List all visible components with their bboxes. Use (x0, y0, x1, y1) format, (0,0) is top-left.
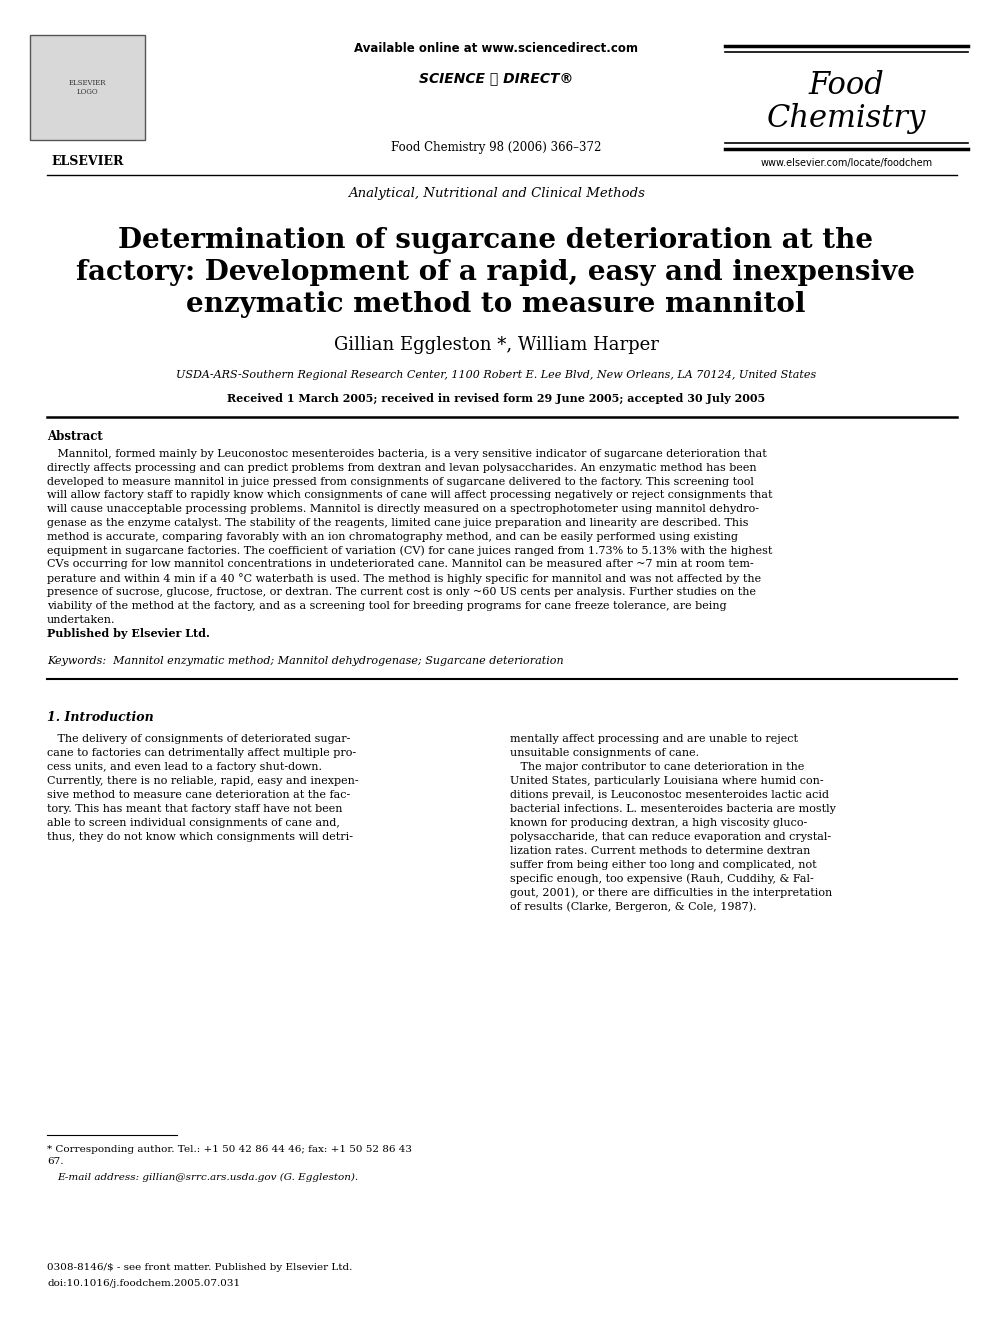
Text: 0308-8146/$ - see front matter. Published by Elsevier Ltd.: 0308-8146/$ - see front matter. Publishe… (47, 1263, 352, 1273)
Text: polysaccharide, that can reduce evaporation and crystal-: polysaccharide, that can reduce evaporat… (510, 832, 831, 843)
Text: enzymatic method to measure mannitol: enzymatic method to measure mannitol (186, 291, 806, 318)
Text: thus, they do not know which consignments will detri-: thus, they do not know which consignment… (47, 832, 353, 843)
Text: sive method to measure cane deterioration at the fac-: sive method to measure cane deterioratio… (47, 790, 350, 800)
Text: Food: Food (808, 70, 885, 101)
Text: The major contributor to cane deterioration in the: The major contributor to cane deteriorat… (510, 762, 805, 773)
Text: cess units, and even lead to a factory shut-down.: cess units, and even lead to a factory s… (47, 762, 322, 773)
Text: equipment in sugarcane factories. The coefficient of variation (CV) for cane jui: equipment in sugarcane factories. The co… (47, 545, 773, 556)
Text: able to screen individual consignments of cane and,: able to screen individual consignments o… (47, 818, 340, 828)
Text: * Corresponding author. Tel.: +1 50 42 86 44 46; fax: +1 50 52 86 43: * Corresponding author. Tel.: +1 50 42 8… (47, 1144, 412, 1154)
Text: presence of sucrose, glucose, fructose, or dextran. The current cost is only ~60: presence of sucrose, glucose, fructose, … (47, 587, 756, 597)
Text: gout, 2001), or there are difficulties in the interpretation: gout, 2001), or there are difficulties i… (510, 888, 832, 898)
Text: www.elsevier.com/locate/foodchem: www.elsevier.com/locate/foodchem (761, 157, 932, 168)
Bar (30, 34, 145, 140)
Text: ELSEVIER
LOGO: ELSEVIER LOGO (68, 79, 106, 97)
Text: 67.: 67. (47, 1158, 63, 1167)
Text: mentally affect processing and are unable to reject: mentally affect processing and are unabl… (510, 734, 798, 745)
Text: cane to factories can detrimentally affect multiple pro-: cane to factories can detrimentally affe… (47, 749, 356, 758)
Text: known for producing dextran, a high viscosity gluco-: known for producing dextran, a high visc… (510, 818, 807, 828)
Text: CVs occurring for low mannitol concentrations in undeteriorated cane. Mannitol c: CVs occurring for low mannitol concentra… (47, 560, 754, 569)
Text: Gillian Eggleston *, William Harper: Gillian Eggleston *, William Harper (333, 336, 659, 355)
Text: Chemistry: Chemistry (767, 102, 927, 134)
Text: unsuitable consignments of cane.: unsuitable consignments of cane. (510, 749, 699, 758)
Text: genase as the enzyme catalyst. The stability of the reagents, limited cane juice: genase as the enzyme catalyst. The stabi… (47, 519, 749, 528)
Text: 1. Introduction: 1. Introduction (47, 710, 154, 724)
Text: Determination of sugarcane deterioration at the: Determination of sugarcane deterioration… (118, 226, 874, 254)
Text: tory. This has meant that factory staff have not been: tory. This has meant that factory staff … (47, 804, 342, 814)
Text: Received 1 March 2005; received in revised form 29 June 2005; accepted 30 July 2: Received 1 March 2005; received in revis… (227, 393, 765, 404)
Text: Available online at www.sciencedirect.com: Available online at www.sciencedirect.co… (354, 41, 638, 54)
Text: suffer from being either too long and complicated, not: suffer from being either too long and co… (510, 860, 816, 871)
Text: Keywords:  Mannitol enzymatic method; Mannitol dehydrogenase; Sugarcane deterior: Keywords: Mannitol enzymatic method; Man… (47, 656, 563, 667)
Text: SCIENCE ⓐ DIRECT®: SCIENCE ⓐ DIRECT® (419, 71, 573, 85)
Text: USDA-ARS-Southern Regional Research Center, 1100 Robert E. Lee Blvd, New Orleans: USDA-ARS-Southern Regional Research Cent… (176, 370, 816, 380)
Text: of results (Clarke, Bergeron, & Cole, 1987).: of results (Clarke, Bergeron, & Cole, 19… (510, 902, 757, 913)
Text: E-mail address: gillian@srrc.ars.usda.gov (G. Eggleston).: E-mail address: gillian@srrc.ars.usda.go… (57, 1172, 358, 1181)
Text: doi:10.1016/j.foodchem.2005.07.031: doi:10.1016/j.foodchem.2005.07.031 (47, 1278, 240, 1287)
Text: factory: Development of a rapid, easy and inexpensive: factory: Development of a rapid, easy an… (76, 258, 916, 286)
Text: bacterial infections. L. mesenteroides bacteria are mostly: bacterial infections. L. mesenteroides b… (510, 804, 836, 814)
Text: Published by Elsevier Ltd.: Published by Elsevier Ltd. (47, 628, 210, 639)
Text: ditions prevail, is Leuconostoc mesenteroides lactic acid: ditions prevail, is Leuconostoc mesenter… (510, 790, 829, 800)
Text: Food Chemistry 98 (2006) 366–372: Food Chemistry 98 (2006) 366–372 (391, 142, 601, 155)
Text: viability of the method at the factory, and as a screening tool for breeding pro: viability of the method at the factory, … (47, 601, 726, 611)
Text: will cause unacceptable processing problems. Mannitol is directly measured on a : will cause unacceptable processing probl… (47, 504, 759, 515)
Text: directly affects processing and can predict problems from dextran and levan poly: directly affects processing and can pred… (47, 463, 757, 472)
Text: developed to measure mannitol in juice pressed from consignments of sugarcane de: developed to measure mannitol in juice p… (47, 476, 754, 487)
Text: Abstract: Abstract (47, 430, 103, 442)
Text: method is accurate, comparing favorably with an ion chromatography method, and c: method is accurate, comparing favorably … (47, 532, 738, 542)
Text: specific enough, too expensive (Rauh, Cuddihy, & Fal-: specific enough, too expensive (Rauh, Cu… (510, 875, 813, 885)
Text: Analytical, Nutritional and Clinical Methods: Analytical, Nutritional and Clinical Met… (347, 188, 645, 201)
Text: Currently, there is no reliable, rapid, easy and inexpen-: Currently, there is no reliable, rapid, … (47, 777, 359, 786)
Text: lization rates. Current methods to determine dextran: lization rates. Current methods to deter… (510, 847, 810, 856)
Text: ELSEVIER: ELSEVIER (52, 155, 124, 168)
Text: Mannitol, formed mainly by Leuconostoc mesenteroides bacteria, is a very sensiti: Mannitol, formed mainly by Leuconostoc m… (47, 448, 767, 459)
Text: The delivery of consignments of deteriorated sugar-: The delivery of consignments of deterior… (47, 734, 350, 745)
Text: perature and within 4 min if a 40 °C waterbath is used. The method is highly spe: perature and within 4 min if a 40 °C wat… (47, 573, 761, 583)
Text: United States, particularly Louisiana where humid con-: United States, particularly Louisiana wh… (510, 777, 823, 786)
Text: will allow factory staff to rapidly know which consignments of cane will affect : will allow factory staff to rapidly know… (47, 491, 773, 500)
Text: undertaken.: undertaken. (47, 615, 115, 624)
